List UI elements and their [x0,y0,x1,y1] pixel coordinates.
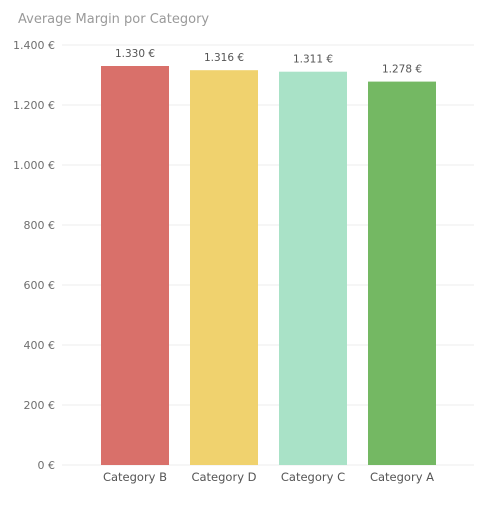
x-tick-label: Category D [191,470,256,484]
x-tick-label: Category A [370,470,434,484]
data-label: 1.316 € [204,52,244,64]
x-tick-label: Category B [103,470,167,484]
y-axis: 0 € 200 € 400 € 600 € 800 € 1.000 € 1.200 € 1.4… [13,39,55,472]
y-tick-label: 800 € [24,219,56,232]
y-tick-label: 600 € [24,279,56,292]
x-tick-label: Category C [281,470,345,484]
y-tick-label: 1.400 € [13,39,55,52]
data-label: 1.311 € [293,54,333,66]
data-label: 1.278 € [382,64,422,76]
x-axis: Category B Category D Category C Category A [103,470,434,484]
bar-category-a[interactable] [368,81,436,465]
data-label: 1.330 € [115,48,155,60]
y-tick-label: 1.000 € [13,159,55,172]
bar-category-c[interactable] [279,71,347,465]
y-tick-label: 1.200 € [13,99,55,112]
data-labels: 1.330 € 1.316 € 1.311 € 1.278 € [115,48,422,76]
y-tick-label: 400 € [24,339,56,352]
chart-title: Average Margin por Category [18,12,210,27]
y-tick-label: 0 € [38,459,56,472]
bars [101,66,436,465]
bar-category-b[interactable] [101,66,169,465]
bar-category-d[interactable] [190,70,258,465]
y-tick-label: 200 € [24,399,56,412]
